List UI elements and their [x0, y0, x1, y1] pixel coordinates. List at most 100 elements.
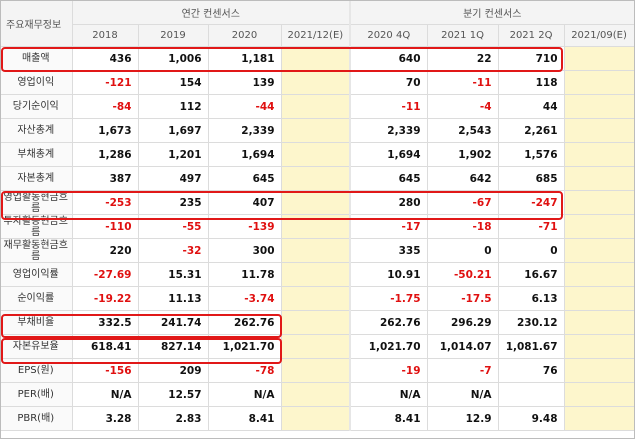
table-cell: 230.12 [498, 310, 565, 335]
table-cell [281, 382, 351, 407]
row-label: 당기순이익 [0, 94, 73, 119]
row-label: 순이익률 [0, 286, 73, 311]
row-label: EPS(원) [0, 358, 73, 383]
table-cell: 22 [427, 46, 499, 71]
row-label: 영업활동현금흐름 [0, 190, 73, 215]
table-cell: -50.21 [427, 262, 499, 287]
table-cell [281, 334, 351, 359]
table-cell: 6.13 [498, 286, 565, 311]
column-header-1: 2019 [138, 24, 209, 47]
row-label: 자산총계 [0, 118, 73, 143]
table-cell: -11 [349, 94, 428, 119]
table-cell: 1,694 [349, 142, 428, 167]
table-cell [564, 238, 635, 263]
row-label: 부채총계 [0, 142, 73, 167]
table-cell: 710 [498, 46, 565, 71]
table-cell: N/A [208, 382, 282, 407]
table-cell: -78 [208, 358, 282, 383]
row-label: 재무활동현금흐름 [0, 238, 73, 263]
table-cell: 112 [138, 94, 209, 119]
table-cell [281, 70, 351, 95]
table-row: 자본유보율 618.41 827.14 1,021.70 1,021.70 1,014.0… [0, 334, 635, 359]
table-cell [564, 382, 635, 407]
table-cell: -3.74 [208, 286, 282, 311]
table-cell [498, 382, 565, 407]
table-cell: -121 [72, 70, 139, 95]
quarterly-consensus-header: 분기 컨센서스 [349, 0, 635, 25]
table-cell: -71 [498, 214, 565, 239]
table-cell: N/A [349, 382, 428, 407]
table-row: 부채비율 332.5 241.74 262.76 262.76 296.29 230.12 [0, 310, 635, 335]
table-cell [281, 286, 351, 311]
table-cell: 280 [349, 190, 428, 215]
table-cell: 497 [138, 166, 209, 191]
table-cell: 2.83 [138, 406, 209, 431]
table-cell [564, 286, 635, 311]
table-row: 영업이익률 -27.69 15.31 11.78 10.91 -50.21 16.67 [0, 262, 635, 287]
table-cell [281, 406, 351, 431]
column-header-4: 2020 4Q [349, 24, 428, 47]
table-cell: -156 [72, 358, 139, 383]
table-cell: -1.75 [349, 286, 428, 311]
table-cell: 262.76 [208, 310, 282, 335]
table-cell: -67 [427, 190, 499, 215]
table-cell: 139 [208, 70, 282, 95]
table-cell: 1,694 [208, 142, 282, 167]
table-cell [564, 334, 635, 359]
table-cell: 2,339 [349, 118, 428, 143]
table-cell: -18 [427, 214, 499, 239]
table-cell: 10.91 [349, 262, 428, 287]
row-label: 투자활동현금흐름 [0, 214, 73, 239]
table-cell: 2,339 [208, 118, 282, 143]
table-cell: 1,021.70 [349, 334, 428, 359]
table-cell: 12.57 [138, 382, 209, 407]
table-cell: 235 [138, 190, 209, 215]
table-cell: 262.76 [349, 310, 428, 335]
table-cell: -84 [72, 94, 139, 119]
table-cell [281, 238, 351, 263]
table-cell: 9.48 [498, 406, 565, 431]
column-header-6: 2021 2Q [498, 24, 565, 47]
row-label: 영업이익률 [0, 262, 73, 287]
table-row: 자본총계 387 497 645 645 642 685 [0, 166, 635, 191]
table-cell: 16.67 [498, 262, 565, 287]
table-cell: -19 [349, 358, 428, 383]
table-cell: 15.31 [138, 262, 209, 287]
table-row: 영업활동현금흐름 -253 235 407 280 -67 -247 [0, 190, 635, 215]
table-cell: 1,081.67 [498, 334, 565, 359]
table-cell: -17.5 [427, 286, 499, 311]
table-cell: 1,014.07 [427, 334, 499, 359]
table-cell: 70 [349, 70, 428, 95]
table-cell [564, 70, 635, 95]
table-cell [281, 142, 351, 167]
table-cell: 3.28 [72, 406, 139, 431]
table-cell [564, 214, 635, 239]
table-cell: 8.41 [349, 406, 428, 431]
table-cell: 154 [138, 70, 209, 95]
table-cell: 618.41 [72, 334, 139, 359]
table-row: PER(배) N/A 12.57 N/A N/A N/A [0, 382, 635, 407]
table-cell: -19.22 [72, 286, 139, 311]
table-cell: 1,006 [138, 46, 209, 71]
table-cell: -27.69 [72, 262, 139, 287]
table-cell [564, 94, 635, 119]
table-cell [281, 310, 351, 335]
column-header-0: 2018 [72, 24, 139, 47]
table-cell [281, 118, 351, 143]
annual-consensus-header: 연간 컨센서스 [72, 0, 351, 25]
table-cell: N/A [72, 382, 139, 407]
table-cell [281, 262, 351, 287]
table-cell: -253 [72, 190, 139, 215]
table-row: 매출액 436 1,006 1,181 640 22 710 [0, 46, 635, 71]
table-cell [564, 358, 635, 383]
table-row: 투자활동현금흐름 -110 -55 -139 -17 -18 -71 [0, 214, 635, 239]
table-cell: 8.41 [208, 406, 282, 431]
table-cell [564, 310, 635, 335]
table-cell [281, 190, 351, 215]
table-cell: 44 [498, 94, 565, 119]
table-cell: 1,576 [498, 142, 565, 167]
row-label: 부채비율 [0, 310, 73, 335]
table-cell: 642 [427, 166, 499, 191]
table-cell [564, 142, 635, 167]
